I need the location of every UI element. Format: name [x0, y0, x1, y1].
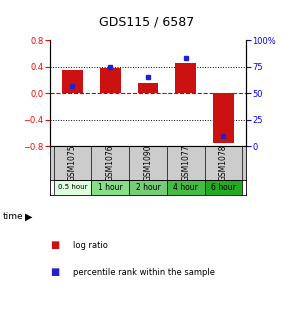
Bar [175, 64, 196, 93]
Text: GSM1077: GSM1077 [181, 145, 190, 181]
Text: GDS115 / 6587: GDS115 / 6587 [99, 15, 194, 29]
Text: 2 hour: 2 hour [136, 183, 160, 192]
Text: GSM1078: GSM1078 [219, 145, 228, 181]
Text: GSM1075: GSM1075 [68, 145, 77, 181]
Text: ■: ■ [50, 267, 59, 277]
Text: GSM1090: GSM1090 [144, 145, 152, 181]
Text: GSM1076: GSM1076 [106, 145, 115, 181]
Text: ■: ■ [50, 240, 59, 250]
Text: 0.5 hour: 0.5 hour [58, 184, 87, 191]
Bar [62, 70, 83, 93]
Text: ▶: ▶ [25, 212, 33, 222]
Text: log ratio: log ratio [73, 241, 108, 250]
Text: 4 hour: 4 hour [173, 183, 198, 192]
Bar [213, 93, 234, 143]
Text: 6 hour: 6 hour [211, 183, 236, 192]
Text: percentile rank within the sample: percentile rank within the sample [73, 268, 215, 277]
Bar [54, 180, 91, 195]
Bar [129, 180, 167, 195]
Bar [100, 68, 121, 93]
Bar [91, 180, 129, 195]
Text: time: time [3, 212, 23, 221]
Bar [205, 180, 242, 195]
Text: 1 hour: 1 hour [98, 183, 122, 192]
Bar [167, 180, 205, 195]
Bar [138, 83, 158, 93]
